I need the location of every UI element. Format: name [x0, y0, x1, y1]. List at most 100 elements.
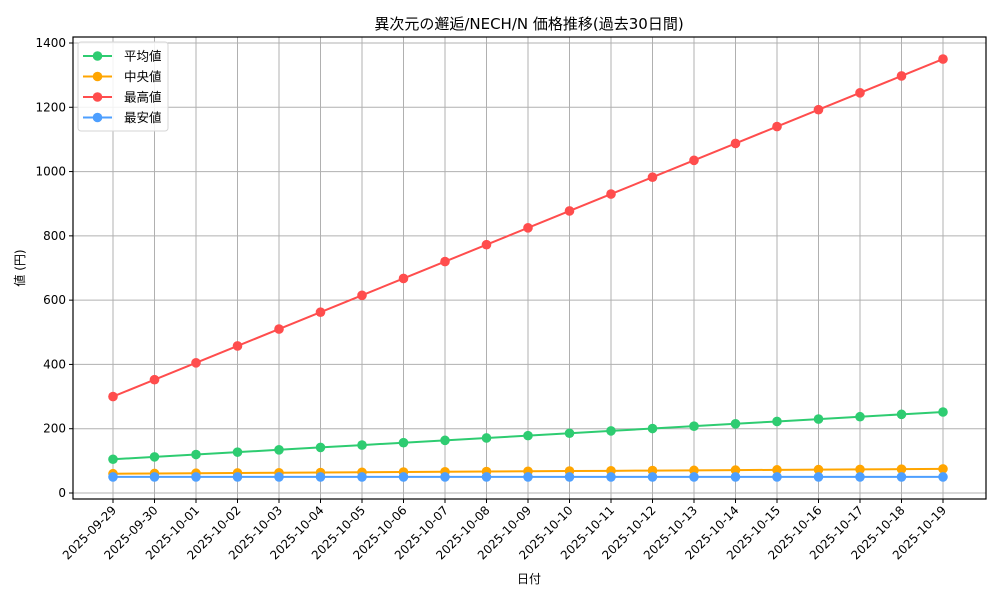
data-point-marker: [772, 416, 782, 427]
data-point-marker: [523, 430, 533, 441]
data-point-marker: [398, 472, 409, 482]
data-point-marker: [108, 391, 118, 402]
data-point-marker: [813, 464, 824, 475]
data-point-marker: [647, 172, 658, 182]
chart-title: 異次元の邂逅/NECH/N 価格推移(過去30日間): [374, 15, 683, 33]
y-tick-label: 1000: [35, 165, 66, 179]
data-point-marker: [440, 435, 450, 446]
data-point-marker: [730, 472, 741, 482]
legend-item: 平均値: [83, 49, 162, 64]
data-point-marker: [689, 155, 699, 166]
data-point-marker: [938, 407, 948, 417]
data-point-marker: [813, 472, 824, 482]
data-point-marker: [108, 454, 118, 465]
data-point-marker: [730, 418, 741, 429]
data-point-marker: [149, 452, 160, 462]
series-3: [108, 472, 948, 482]
data-point-marker: [481, 239, 492, 250]
data-point-marker: [606, 426, 616, 436]
data-point-marker: [523, 223, 533, 233]
data-point-marker: [149, 472, 160, 482]
x-axis: 2025-09-292025-09-302025-10-012025-10-02…: [60, 499, 949, 562]
y-axis-label: 値 (円): [12, 249, 27, 286]
y-tick-label: 1200: [35, 100, 66, 114]
data-point-marker: [232, 472, 243, 482]
data-point-marker: [191, 358, 201, 368]
y-tick-label: 1400: [35, 36, 66, 50]
grid: [73, 37, 986, 499]
data-point-marker: [232, 447, 243, 457]
data-point-marker: [274, 472, 284, 482]
series-lines: [108, 54, 948, 482]
legend-marker-icon: [92, 92, 103, 102]
legend-marker-icon: [92, 71, 103, 82]
data-point-marker: [938, 54, 948, 64]
data-point-marker: [689, 472, 699, 482]
data-point-marker: [689, 421, 699, 431]
data-point-marker: [440, 472, 450, 482]
legend-item: 中央値: [83, 69, 162, 84]
data-point-marker: [855, 472, 865, 482]
legend-label: 中央値: [124, 69, 162, 84]
data-point-marker: [606, 189, 616, 199]
data-point-marker: [689, 465, 699, 476]
data-point-marker: [357, 472, 367, 482]
data-point-marker: [647, 472, 658, 482]
data-point-marker: [564, 472, 575, 482]
data-point-marker: [232, 341, 243, 351]
data-point-marker: [647, 423, 658, 434]
legend-box: [77, 41, 169, 132]
data-point-marker: [772, 121, 782, 132]
data-point-marker: [730, 138, 741, 149]
plot-frame: [72, 36, 987, 500]
data-point-marker: [481, 433, 492, 443]
data-point-marker: [772, 472, 782, 482]
legend-item: 最安値: [83, 110, 162, 125]
data-point-marker: [855, 88, 865, 98]
data-point-marker: [938, 464, 948, 474]
data-point-marker: [357, 440, 367, 450]
y-axis: 0 200 400 600 800 1000 1200 1400: [35, 36, 73, 500]
data-point-marker: [564, 428, 575, 439]
data-point-marker: [564, 206, 575, 216]
y-tick-label: 400: [43, 357, 66, 371]
data-point-marker: [440, 256, 450, 267]
data-point-marker: [896, 409, 907, 420]
legend-label: 最安値: [124, 110, 162, 125]
data-point-marker: [191, 449, 201, 460]
data-point-marker: [730, 465, 741, 475]
legend-item: 最高値: [83, 90, 162, 105]
data-point-marker: [896, 472, 907, 482]
data-point-marker: [481, 472, 492, 482]
legend-marker-icon: [92, 51, 103, 61]
legend-marker-icon: [92, 112, 103, 123]
data-point-marker: [896, 464, 907, 474]
data-point-marker: [357, 290, 367, 301]
data-point-marker: [813, 414, 824, 424]
data-point-marker: [315, 472, 326, 482]
data-point-marker: [855, 464, 865, 475]
y-tick-label: 0: [58, 486, 66, 500]
data-point-marker: [398, 437, 409, 448]
y-tick-label: 600: [43, 293, 66, 307]
series-0: [108, 407, 948, 465]
data-point-marker: [315, 307, 326, 317]
data-point-marker: [108, 472, 118, 482]
data-point-marker: [398, 273, 409, 284]
data-point-marker: [274, 445, 284, 455]
y-tick-label: 800: [43, 229, 66, 243]
data-point-marker: [772, 465, 782, 475]
data-point-marker: [896, 71, 907, 81]
data-point-marker: [523, 472, 533, 482]
data-point-marker: [149, 374, 160, 385]
data-point-marker: [813, 104, 824, 115]
legend-label: 平均値: [124, 49, 162, 64]
data-point-marker: [855, 411, 865, 422]
x-axis-label: 日付: [517, 572, 541, 586]
legend-label: 最高値: [124, 90, 162, 105]
y-tick-label: 200: [43, 422, 66, 436]
data-point-marker: [606, 472, 616, 482]
data-point-marker: [315, 442, 326, 453]
